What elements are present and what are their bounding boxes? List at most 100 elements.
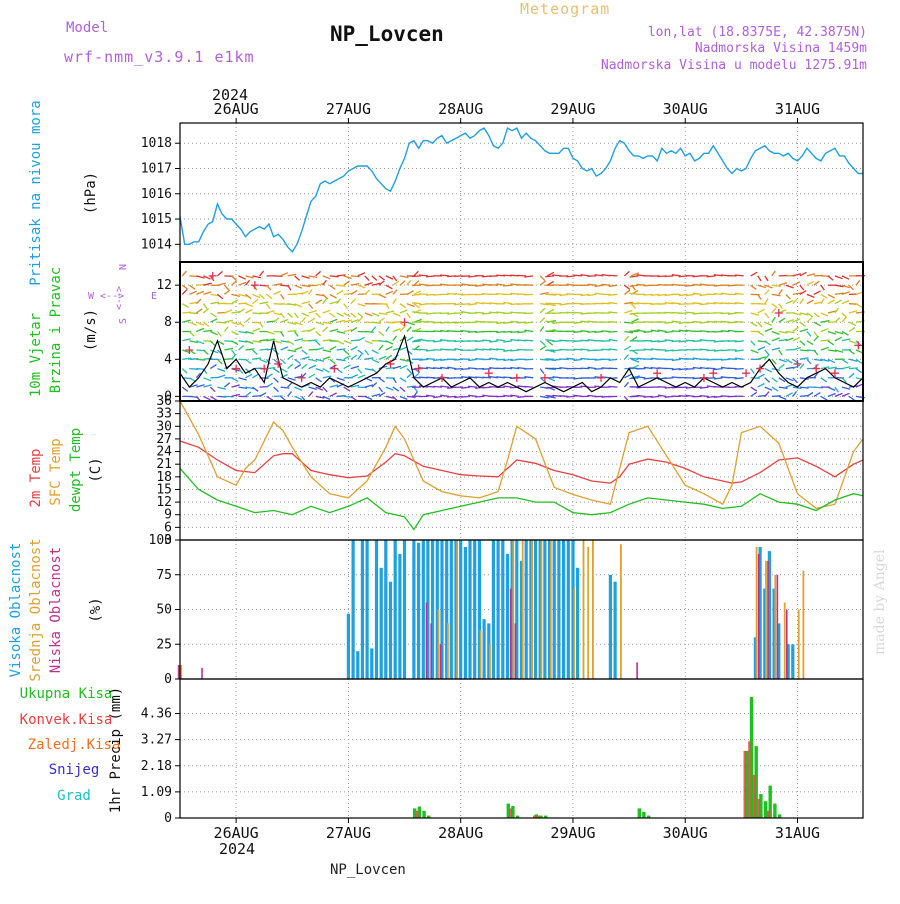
wind-barb <box>274 387 279 392</box>
wind-barb <box>786 294 791 299</box>
wind-barb <box>224 383 229 387</box>
total-precip-bar <box>638 808 641 818</box>
wind-barb <box>461 369 470 370</box>
wind-barb <box>196 299 201 304</box>
wind-barb <box>246 392 251 396</box>
wind-barb <box>580 340 589 341</box>
high-cloud-bar <box>576 568 579 679</box>
wind-barb <box>274 318 279 322</box>
wind-barb <box>631 337 637 341</box>
gust-marker <box>330 365 338 373</box>
wind-barb <box>351 291 357 295</box>
wind-barb <box>758 332 764 336</box>
wind-barb <box>751 392 757 396</box>
wind-barb <box>344 313 351 317</box>
wind-barb <box>246 318 251 323</box>
mid-cloud-bar <box>765 561 767 679</box>
wind-barb <box>182 339 190 341</box>
wind-barb <box>559 396 568 397</box>
mid-cloud-bar <box>447 623 449 679</box>
wind-barb <box>267 294 273 298</box>
wind-barb <box>281 313 285 318</box>
wind-barb <box>842 317 846 322</box>
wind-barb <box>772 348 780 350</box>
wind-barb <box>821 285 825 290</box>
mid-cloud-bar <box>512 540 514 679</box>
wind-barb <box>772 332 780 335</box>
wind-barb <box>707 368 716 369</box>
low-cloud-bar <box>758 554 760 679</box>
mid-cloud-bar <box>798 610 800 680</box>
wind-barb <box>426 321 435 322</box>
wind-barb <box>540 341 545 346</box>
wind-axis-label: 10m Vjetar <box>28 313 44 397</box>
cloud-tick-label: 0 <box>164 672 172 687</box>
wind-barb <box>379 294 386 297</box>
wind-barb <box>232 332 239 335</box>
precip-axis-label: 1hr Precip (mm) <box>108 687 124 813</box>
wind-barb <box>203 396 210 399</box>
wind-barb <box>288 355 294 359</box>
wind-barb <box>217 359 222 364</box>
wind-barb <box>224 327 228 332</box>
wind-barb <box>609 294 618 295</box>
wind-barb <box>246 310 253 314</box>
wind-barb <box>814 281 820 285</box>
wind-barb <box>779 283 787 285</box>
wind-barb <box>714 332 723 333</box>
mid-cloud-bar <box>531 540 533 679</box>
wind-barb <box>246 304 254 307</box>
wind-barb <box>608 275 617 276</box>
wind-barb <box>821 347 829 350</box>
wind-barb <box>758 322 762 327</box>
gust-marker <box>541 374 549 382</box>
wind-barb <box>302 276 310 278</box>
wind-barb <box>821 329 829 332</box>
gust-marker <box>251 281 259 289</box>
wind-barb <box>624 311 632 314</box>
wind-barb <box>239 276 246 279</box>
wind-barb <box>400 281 405 285</box>
low-cloud-bar <box>430 623 432 679</box>
gust-marker <box>709 369 717 377</box>
wind-barb <box>602 284 611 285</box>
wind-barb <box>665 378 674 379</box>
wind-barb <box>224 285 228 290</box>
wind-barb <box>344 387 350 391</box>
wind-barb <box>842 359 848 363</box>
wind-barb <box>540 327 544 332</box>
wind-barb <box>217 271 222 276</box>
wind-barb <box>407 337 414 341</box>
wind-barb <box>835 337 842 341</box>
wind-barb <box>772 338 780 341</box>
wind-barb <box>758 276 761 281</box>
wind-barb <box>358 350 364 354</box>
wind-barb <box>672 303 681 304</box>
high-cloud-bar <box>534 540 537 679</box>
high-cloud-bar <box>492 540 495 679</box>
wind-barb <box>658 322 667 323</box>
wind-barb <box>524 322 533 323</box>
mid-cloud-bar <box>550 540 552 679</box>
wind-barb <box>309 365 316 368</box>
wind-barb <box>828 300 835 304</box>
wind-barb <box>182 285 188 289</box>
compass-w: W <box>88 291 95 302</box>
conv-precip-bar <box>767 811 769 818</box>
high-cloud-bar <box>375 540 378 679</box>
wind-barb <box>210 341 215 346</box>
meteogram-label: Meteogram <box>520 0 610 18</box>
wind-barb <box>800 285 804 290</box>
wind-barb <box>400 378 406 382</box>
wind-barb <box>316 313 321 318</box>
wind-barb <box>224 348 233 350</box>
wind-barb <box>337 378 345 381</box>
wind-barb <box>765 387 772 390</box>
wind-barb <box>545 340 554 341</box>
wind-barb <box>800 322 806 326</box>
high-cloud-bar <box>398 554 401 679</box>
wind-barb <box>856 369 862 373</box>
compass-n: N <box>118 264 129 270</box>
wind-barb <box>393 276 397 281</box>
high-cloud-bar <box>352 540 355 679</box>
